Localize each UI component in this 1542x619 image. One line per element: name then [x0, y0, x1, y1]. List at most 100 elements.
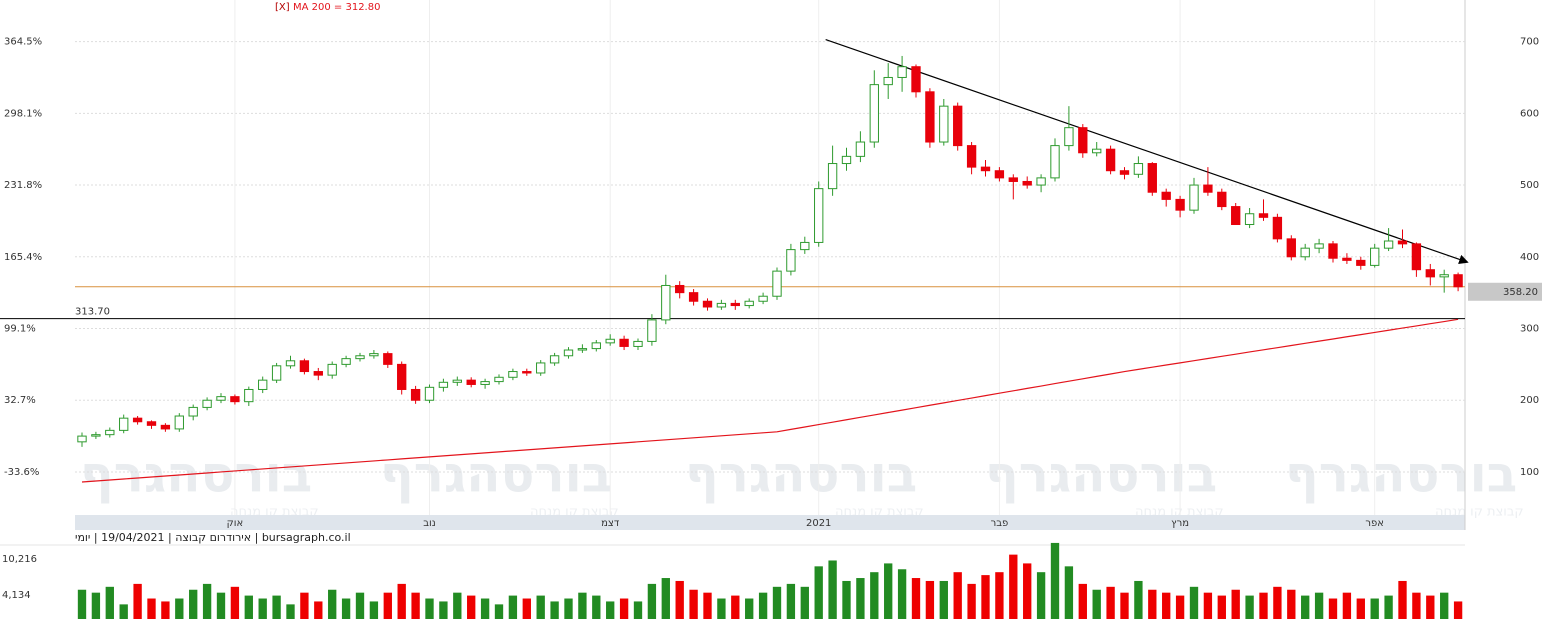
volume-bar	[661, 578, 670, 619]
x-tick-label: פבר	[991, 518, 1009, 529]
candle-body	[980, 166, 991, 172]
volume-bar	[133, 583, 142, 619]
watermark: בורסהגרף	[685, 446, 917, 504]
candle-body	[1133, 163, 1144, 175]
x-tick-label: אפר	[1365, 518, 1384, 529]
volume-bar	[911, 578, 921, 619]
x-tick-label: מרץ	[1171, 518, 1189, 529]
volume-bar	[1314, 592, 1324, 619]
candle-body	[271, 365, 282, 381]
candle-body	[939, 105, 949, 143]
candle-body	[925, 91, 935, 143]
candle-body	[522, 371, 532, 374]
candle-body	[1022, 180, 1032, 186]
volume-bar	[494, 604, 504, 619]
volume-bar	[1356, 598, 1365, 619]
candle-body	[258, 379, 268, 390]
candle-body	[508, 371, 518, 378]
candle-body	[814, 188, 824, 243]
candle-body	[1425, 269, 1435, 278]
candle-body	[494, 376, 504, 383]
candle-body	[105, 429, 115, 436]
watermark: בורסהגרף	[380, 446, 612, 504]
candle-body	[327, 363, 337, 376]
volume-bar	[1009, 554, 1018, 619]
volume-bar	[425, 598, 434, 619]
volume-bar	[925, 580, 935, 619]
volume-bar	[1245, 595, 1254, 619]
candle-body	[841, 155, 852, 165]
volume-bar	[564, 598, 573, 619]
volume-bar	[592, 595, 601, 619]
watermark: בורסהגרף	[985, 446, 1217, 504]
candle-body	[244, 388, 254, 403]
volume-bar	[1231, 589, 1240, 619]
volume-bar	[1203, 592, 1213, 619]
volume-bar	[189, 589, 198, 619]
candle-body	[230, 396, 240, 403]
y-tick-label: 200	[1520, 395, 1539, 406]
candle-body	[1300, 247, 1310, 258]
volume-bar	[1453, 601, 1463, 619]
volume-bar	[1440, 592, 1449, 619]
volume-bar	[411, 592, 420, 619]
volume-bar	[1259, 592, 1268, 619]
last-price-label: 358.20	[1503, 287, 1538, 298]
trendline	[825, 39, 1469, 264]
y-tick-label: 300	[1520, 324, 1539, 335]
volume-bar	[1342, 592, 1352, 619]
candle-body	[1217, 191, 1227, 208]
volume-bar	[647, 583, 657, 619]
candle-body	[605, 338, 615, 344]
candle-body	[1397, 240, 1408, 245]
y-tick-label: 500	[1520, 180, 1539, 191]
volume-bar	[1175, 595, 1185, 619]
volume-bar	[230, 586, 240, 619]
volume-bar	[119, 604, 128, 619]
volume-bar	[1217, 595, 1226, 619]
volume-bar	[1148, 589, 1157, 619]
candle-body	[1272, 216, 1283, 240]
x-tick-label: דצמ	[601, 518, 620, 529]
candle-body	[1244, 213, 1255, 226]
volume-bar	[550, 601, 559, 619]
y-tick-label: 700	[1520, 37, 1539, 48]
volume-bar	[369, 601, 379, 619]
candle-body	[716, 302, 727, 308]
candle-body	[953, 105, 963, 147]
volume-bar	[202, 583, 212, 619]
volume-bar	[1426, 595, 1435, 619]
candle-body	[1356, 259, 1366, 266]
volume-bar	[328, 589, 337, 619]
candle-body	[216, 396, 226, 401]
volume-bar	[383, 592, 392, 619]
volume-bar	[717, 598, 726, 619]
volume-bar	[536, 595, 545, 619]
volume-bar	[480, 598, 490, 619]
candle-body	[202, 399, 212, 408]
candle-body	[883, 76, 893, 86]
candle-body	[1231, 206, 1241, 226]
volume-bar	[703, 592, 712, 619]
x-tick-label: אוק	[227, 518, 244, 529]
volume-bar	[606, 601, 615, 619]
volume-bar	[1370, 598, 1379, 619]
candle-body	[119, 417, 129, 431]
close-button[interactable]: [X]	[275, 2, 290, 13]
left-tick-label: 364.5%	[4, 37, 42, 48]
candle-body	[786, 249, 796, 272]
candle-body	[855, 141, 866, 157]
volume-bar	[828, 560, 837, 619]
candle-body	[730, 302, 740, 307]
candle-body	[1328, 243, 1338, 259]
volume-bar	[77, 589, 87, 619]
y-tick-label: 400	[1520, 252, 1539, 263]
left-tick-label: 32.7%	[4, 395, 36, 406]
volume-bar	[1273, 586, 1282, 619]
candle-body	[911, 66, 921, 93]
candle-body	[383, 353, 393, 365]
candle-body	[1383, 240, 1394, 249]
candle-body	[675, 284, 685, 294]
volume-bar	[522, 598, 531, 619]
